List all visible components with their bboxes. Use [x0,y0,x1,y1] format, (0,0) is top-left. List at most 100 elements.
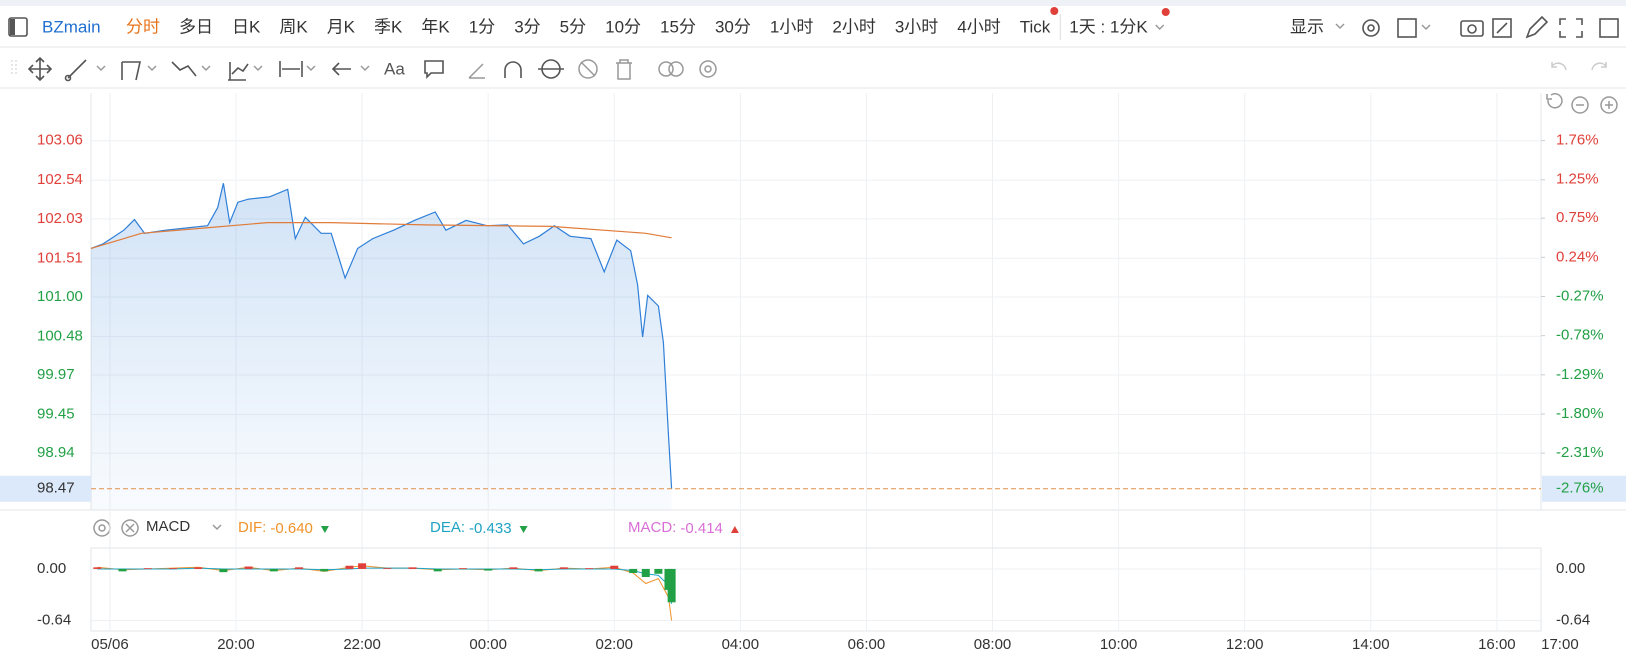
sidebar-toggle[interactable] [8,17,28,37]
period-tab[interactable]: 3小时 [895,17,938,36]
trend-arrow [320,526,329,533]
y2-tick-label: 0.00 [1556,560,1585,577]
macd-bar [345,565,354,569]
y2-tick-label: -0.78% [1556,327,1604,344]
symbol[interactable]: BZmain [42,17,101,36]
period-tab[interactable]: 1小时 [770,17,813,36]
y2-tick-label: 0.75% [1556,209,1599,226]
macd-bar [168,568,177,569]
trend-arrow [730,526,739,533]
period-tab[interactable]: Tick [1020,17,1051,36]
macd-bar [484,568,493,571]
trend-arrow [519,526,528,533]
macd-bar [269,568,278,572]
x-tick-label: 17:00 [1541,636,1579,653]
period-tab[interactable]: 日K [232,17,261,36]
y-tick-label: 101.00 [37,288,83,305]
period-tab[interactable]: 4小时 [957,17,1000,36]
macd-bar [143,568,152,569]
macd-bar [408,567,417,569]
last-price-label: 98.47 [37,480,75,497]
range-selector[interactable]: 1天 : 1分K [1069,17,1148,36]
macd-bar [654,568,663,574]
period-tab[interactable]: 月K [327,17,356,36]
x-tick-label: 08:00 [974,636,1012,653]
period-tab[interactable]: 5分 [560,17,586,36]
macd-bar [667,568,676,603]
y-tick-label: 98.94 [37,444,75,461]
legend-value: -0.414 [680,520,723,537]
macd-bar [358,563,367,569]
macd-bar [219,568,228,573]
macd-frame [90,547,1542,632]
text-tool[interactable]: Aa [384,59,405,78]
display-menu[interactable]: 显示 [1290,17,1324,36]
period-tab[interactable]: 1分 [469,17,495,36]
y2-tick-label: 1.25% [1556,171,1599,188]
y2-tick-label: -0.27% [1556,287,1604,304]
dropdown-arrow [1155,24,1165,31]
period-tab[interactable]: 30分 [715,17,751,36]
last-percent-box [1542,475,1626,502]
macd-bar [118,568,127,572]
x-tick-label: 16:00 [1478,636,1516,653]
plots: 05/06 20:00 22:00 00:00 02:00 04:00 06:00 08:00… [0,93,1626,653]
y-tick-label: 99.45 [37,405,75,422]
last-price-box [0,475,91,502]
x-tick-label: 20:00 [217,636,255,653]
period-tab[interactable]: 季K [374,17,403,36]
x-tick-label: 06:00 [848,636,886,653]
y-tick-label: 101.51 [37,249,83,266]
macd-bar [383,568,392,569]
period-tab[interactable]: 15分 [660,17,696,36]
price-area [91,183,672,510]
period-tab[interactable]: 年K [421,17,450,36]
y2-tick-label: -1.29% [1556,366,1604,383]
y2-tick-label: -2.31% [1556,444,1604,461]
legend-value: -0.433 [469,520,512,537]
last-percent-label: -2.76% [1556,480,1604,497]
macd-bar [458,568,467,569]
average-line [90,222,672,249]
y2-tick-label: 0.24% [1556,248,1599,265]
macd-bar [194,567,203,569]
x-tick-label: 02:00 [595,636,633,653]
notify-dot [1050,7,1059,15]
x-tick-label: 14:00 [1352,636,1390,653]
y2-tick-label: 1.76% [1556,132,1599,149]
period-tab[interactable]: 10分 [605,17,641,36]
y-tick-label: 102.54 [37,171,83,188]
period-tab[interactable]: 分时 [126,17,160,36]
macd-bar [585,568,594,569]
macd-line [97,565,673,621]
indicator-name[interactable]: MACD [146,518,190,535]
legend-name: MACD: [628,519,676,536]
top-strip [0,0,1626,6]
legend-name: DEA: [430,519,465,536]
toolbar-icons[interactable] [1335,15,1619,39]
macd-bar [610,565,619,569]
toolbar: BZmain 分时 多日 日K 周K 月K 季K 年K 1分 3分 5分 10分 15分 30分 1小时 2… [42,7,1324,40]
x-tick-label: 05/06 [91,636,129,653]
period-tab[interactable]: 2小时 [832,17,875,36]
y-tick-label: 99.97 [37,366,75,383]
drawing-toolbar[interactable]: Aa [11,56,1607,82]
y-tick-label: 102.03 [37,210,83,227]
legend-name: DIF: [238,519,266,536]
macd-bar [534,568,543,572]
macd-bar [629,568,638,573]
y-tick-label: 100.48 [37,327,83,344]
period-tab[interactable]: 周K [279,17,308,36]
macd-bar [93,567,102,569]
macd-bar [509,567,518,569]
period-tab[interactable]: 多日 [179,17,213,36]
macd-bar [641,568,650,578]
macd-bar [244,566,253,569]
zoom-controls[interactable] [1546,93,1618,114]
period-tab[interactable]: 3分 [514,17,540,36]
y-tick-label: -0.64 [37,611,71,628]
y2-tick-label: -1.80% [1556,405,1604,422]
macd-bar [559,567,568,569]
